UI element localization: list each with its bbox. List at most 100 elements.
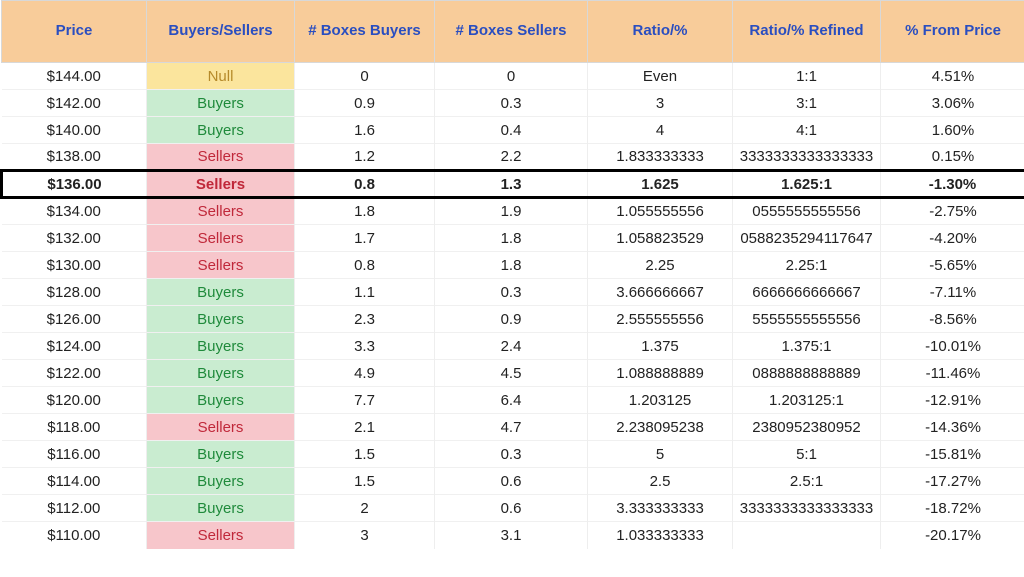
cell-price: $120.00 [2,387,147,414]
cell-boxes-sellers: 1.3 [435,171,588,198]
cell-boxes-sellers: 0.3 [435,279,588,306]
cell-ratio-refined: 1.375:1 [733,333,881,360]
table-row: $136.00Sellers0.81.31.6251.625:1-1.30% [2,171,1024,198]
cell-pct-from-price: -20.17% [881,522,1024,549]
cell-boxes-buyers: 0 [295,63,435,90]
cell-buyers-sellers: Buyers [147,495,295,522]
cell-ratio-refined: 0888888888889 [733,360,881,387]
cell-boxes-sellers: 0.4 [435,117,588,144]
cell-buyers-sellers: Sellers [147,171,295,198]
cell-pct-from-price: -14.36% [881,414,1024,441]
table-row: $114.00Buyers1.50.62.52.5:1-17.27% [2,468,1024,495]
cell-pct-from-price: -1.30% [881,171,1024,198]
cell-boxes-sellers: 3.1 [435,522,588,549]
cell-price: $118.00 [2,414,147,441]
cell-pct-from-price: 1.60% [881,117,1024,144]
cell-boxes-sellers: 1.8 [435,225,588,252]
table-row: $134.00Sellers1.81.91.055555556055555555… [2,198,1024,225]
cell-ratio-refined: 1.203125:1 [733,387,881,414]
cell-price: $110.00 [2,522,147,549]
cell-pct-from-price: -15.81% [881,441,1024,468]
cell-boxes-buyers: 2.3 [295,306,435,333]
cell-boxes-sellers: 0.6 [435,468,588,495]
col-ratio-refined: Ratio/% Refined [733,1,881,63]
cell-boxes-buyers: 1.8 [295,198,435,225]
cell-price: $116.00 [2,441,147,468]
cell-pct-from-price: 0.15% [881,144,1024,171]
cell-price: $128.00 [2,279,147,306]
table-row: $138.00Sellers1.22.21.833333333333333333… [2,144,1024,171]
cell-boxes-sellers: 1.9 [435,198,588,225]
cell-price: $138.00 [2,144,147,171]
cell-pct-from-price: -10.01% [881,333,1024,360]
table-row: $118.00Sellers2.14.72.238095238238095238… [2,414,1024,441]
cell-buyers-sellers: Sellers [147,522,295,549]
cell-boxes-buyers: 0.8 [295,171,435,198]
cell-ratio: 2.25 [588,252,733,279]
cell-boxes-sellers: 0.9 [435,306,588,333]
cell-pct-from-price: -11.46% [881,360,1024,387]
cell-boxes-buyers: 1.6 [295,117,435,144]
cell-ratio: 3.666666667 [588,279,733,306]
table-row: $128.00Buyers1.10.33.6666666676666666666… [2,279,1024,306]
cell-ratio: Even [588,63,733,90]
cell-ratio-refined: 1:1 [733,63,881,90]
cell-pct-from-price: -12.91% [881,387,1024,414]
cell-price: $144.00 [2,63,147,90]
table-row: $112.00Buyers20.63.333333333333333333333… [2,495,1024,522]
cell-ratio-refined: 6666666666667 [733,279,881,306]
cell-price: $136.00 [2,171,147,198]
cell-buyers-sellers: Sellers [147,198,295,225]
cell-ratio-refined [733,522,881,549]
cell-ratio: 1.625 [588,171,733,198]
cell-price: $122.00 [2,360,147,387]
cell-price: $114.00 [2,468,147,495]
price-ratio-table: Price Buyers/Sellers # Boxes Buyers # Bo… [0,0,1024,549]
cell-buyers-sellers: Null [147,63,295,90]
cell-pct-from-price: -2.75% [881,198,1024,225]
cell-buyers-sellers: Sellers [147,225,295,252]
cell-price: $124.00 [2,333,147,360]
cell-buyers-sellers: Buyers [147,468,295,495]
table-row: $132.00Sellers1.71.81.058823529058823529… [2,225,1024,252]
cell-pct-from-price: -18.72% [881,495,1024,522]
cell-buyers-sellers: Buyers [147,90,295,117]
cell-ratio-refined: 3333333333333333 [733,495,881,522]
cell-ratio: 1.055555556 [588,198,733,225]
cell-ratio-refined: 1.625:1 [733,171,881,198]
cell-boxes-sellers: 6.4 [435,387,588,414]
cell-boxes-buyers: 4.9 [295,360,435,387]
cell-ratio-refined: 5:1 [733,441,881,468]
cell-boxes-buyers: 1.5 [295,441,435,468]
cell-pct-from-price: -17.27% [881,468,1024,495]
cell-buyers-sellers: Buyers [147,441,295,468]
cell-ratio-refined: 3333333333333333 [733,144,881,171]
cell-boxes-buyers: 1.1 [295,279,435,306]
cell-boxes-sellers: 0.6 [435,495,588,522]
cell-boxes-buyers: 2.1 [295,414,435,441]
cell-pct-from-price: 3.06% [881,90,1024,117]
cell-ratio-refined: 5555555555556 [733,306,881,333]
table-row: $116.00Buyers1.50.355:1-15.81% [2,441,1024,468]
table-row: $144.00Null00Even1:14.51% [2,63,1024,90]
cell-ratio: 2.5 [588,468,733,495]
table-row: $126.00Buyers2.30.92.5555555565555555555… [2,306,1024,333]
cell-boxes-sellers: 2.4 [435,333,588,360]
cell-buyers-sellers: Sellers [147,144,295,171]
cell-boxes-sellers: 0.3 [435,441,588,468]
cell-buyers-sellers: Sellers [147,252,295,279]
col-boxes-sellers: # Boxes Sellers [435,1,588,63]
cell-boxes-sellers: 4.7 [435,414,588,441]
table-row: $110.00Sellers33.11.033333333-20.17% [2,522,1024,549]
cell-ratio-refined: 0588235294117647 [733,225,881,252]
cell-price: $126.00 [2,306,147,333]
cell-ratio: 1.203125 [588,387,733,414]
cell-ratio: 1.375 [588,333,733,360]
col-ratio: Ratio/% [588,1,733,63]
cell-ratio-refined: 2.5:1 [733,468,881,495]
cell-boxes-sellers: 4.5 [435,360,588,387]
cell-price: $130.00 [2,252,147,279]
cell-ratio: 2.555555556 [588,306,733,333]
cell-boxes-sellers: 0.3 [435,90,588,117]
cell-boxes-buyers: 1.5 [295,468,435,495]
